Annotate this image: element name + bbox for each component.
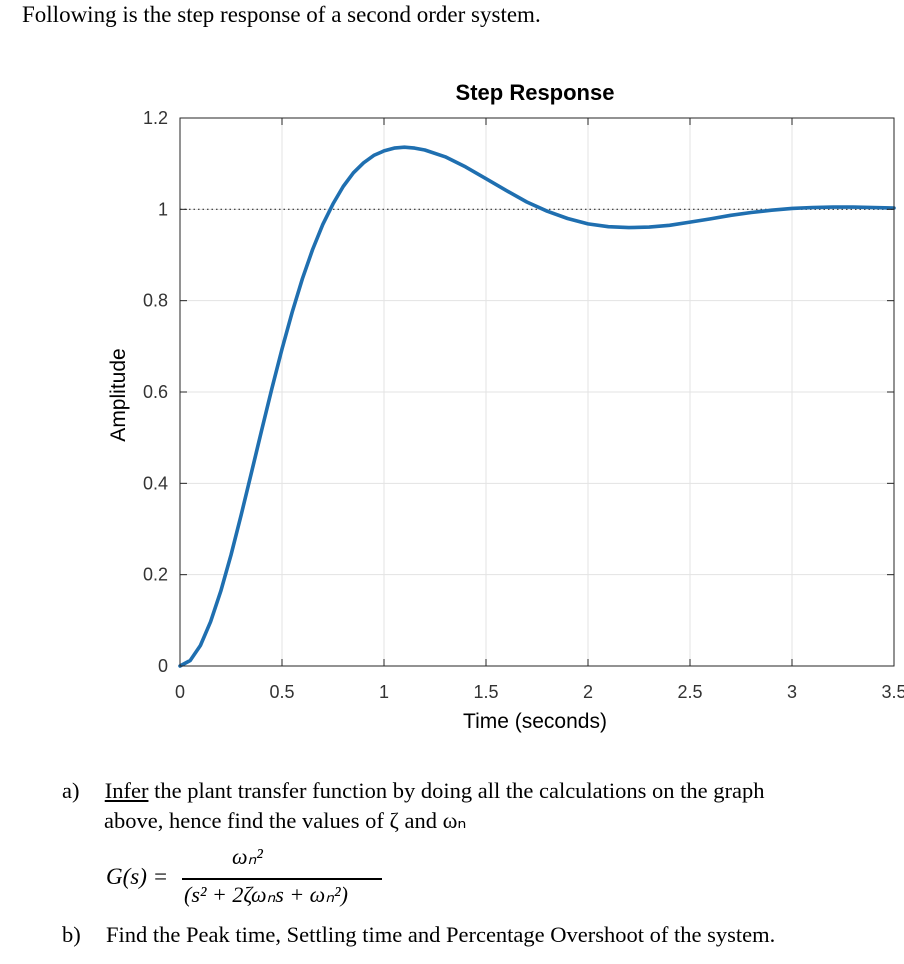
x-tick-label: 0 (175, 682, 185, 702)
y-tick-label: 1.2 (143, 108, 168, 128)
y-tick-label: 0.2 (143, 565, 168, 585)
x-tick-label: 1.5 (473, 682, 498, 702)
x-tick-label: 2.5 (677, 682, 702, 702)
x-tick-label: 3 (787, 682, 797, 702)
y-tick-label: 0 (158, 656, 168, 676)
x-tick-label: 1 (379, 682, 389, 702)
y-tick-label: 0.4 (143, 473, 168, 493)
intro-text: Following is the step response of a seco… (22, 2, 541, 27)
question-a-text-line1: the plant transfer function by doing all… (154, 778, 765, 803)
chart-title: Step Response (456, 80, 615, 105)
y-tick-label: 1 (158, 199, 168, 219)
question-a-line2: above, hence find the values of ζ and ωₙ (104, 808, 467, 833)
question-a-keyword: Infer (104, 778, 149, 803)
x-tick-label: 2 (583, 682, 593, 702)
equation-denominator: (s² + 2ζωₙs + ωₙ²) (184, 882, 348, 907)
question-b: b) Find the Peak time, Settling time and… (62, 922, 775, 948)
equation-numerator: ωₙ² (232, 844, 263, 869)
question-b-label: b) (62, 922, 81, 947)
question-b-text: Find the Peak time, Settling time and Pe… (106, 922, 776, 947)
y-tick-label: 0.8 (143, 291, 168, 311)
chart-grid (179, 117, 895, 667)
chart-ticks (179, 117, 895, 667)
chart-tick-labels: 0 0.5 1 1.5 2 2.5 3 3.5 0 0.2 0.4 0.6 0.8 1 1.2 (143, 108, 904, 702)
y-tick-label: 0.6 (143, 382, 168, 402)
step-response-series (178, 145, 896, 668)
x-axis-label: Time (seconds) (463, 710, 607, 733)
question-a-label: a) (62, 778, 80, 803)
x-tick-label: 3.5 (881, 682, 904, 702)
y-axis-label: Amplitude (107, 348, 130, 441)
equation-lhs: G(s) = (106, 864, 169, 889)
fraction-bar (182, 878, 382, 880)
transfer-function-equation: G(s) = ωₙ² (s² + 2ζωₙs + ωₙ²) (106, 844, 406, 916)
step-response-chart: 0 0.5 1 1.5 2 2.5 3 3.5 0 0.2 0.4 0.6 0.8 1 1.2 Step R… (107, 80, 904, 733)
question-a-line1: a) Infer the plant transfer function by … (62, 778, 765, 804)
x-tick-label: 0.5 (269, 682, 294, 702)
